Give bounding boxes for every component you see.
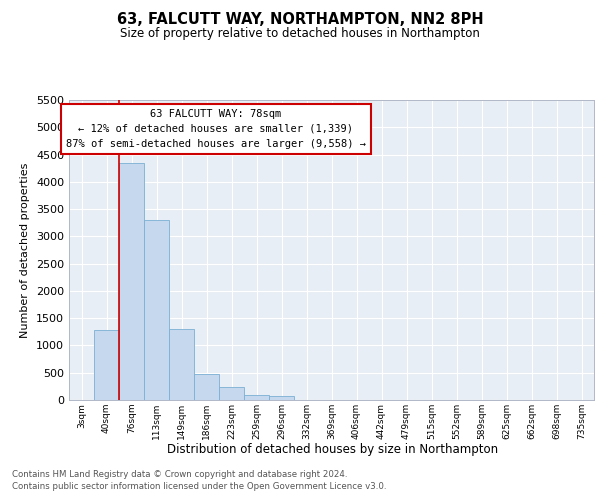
Bar xyxy=(244,394,269,400)
Text: 63 FALCUTT WAY: 78sqm
← 12% of detached houses are smaller (1,339)
87% of semi-d: 63 FALCUTT WAY: 78sqm ← 12% of detached … xyxy=(66,109,366,148)
Y-axis label: Number of detached properties: Number of detached properties xyxy=(20,162,31,338)
Bar xyxy=(219,388,244,400)
Bar xyxy=(169,329,194,400)
Text: Contains public sector information licensed under the Open Government Licence v3: Contains public sector information licen… xyxy=(12,482,386,491)
Bar xyxy=(269,396,294,400)
Text: Size of property relative to detached houses in Northampton: Size of property relative to detached ho… xyxy=(120,28,480,40)
Bar xyxy=(94,330,119,400)
Text: Distribution of detached houses by size in Northampton: Distribution of detached houses by size … xyxy=(167,442,499,456)
Bar xyxy=(119,162,144,400)
Text: 63, FALCUTT WAY, NORTHAMPTON, NN2 8PH: 63, FALCUTT WAY, NORTHAMPTON, NN2 8PH xyxy=(116,12,484,28)
Bar xyxy=(194,374,219,400)
Bar xyxy=(144,220,169,400)
Text: Contains HM Land Registry data © Crown copyright and database right 2024.: Contains HM Land Registry data © Crown c… xyxy=(12,470,347,479)
